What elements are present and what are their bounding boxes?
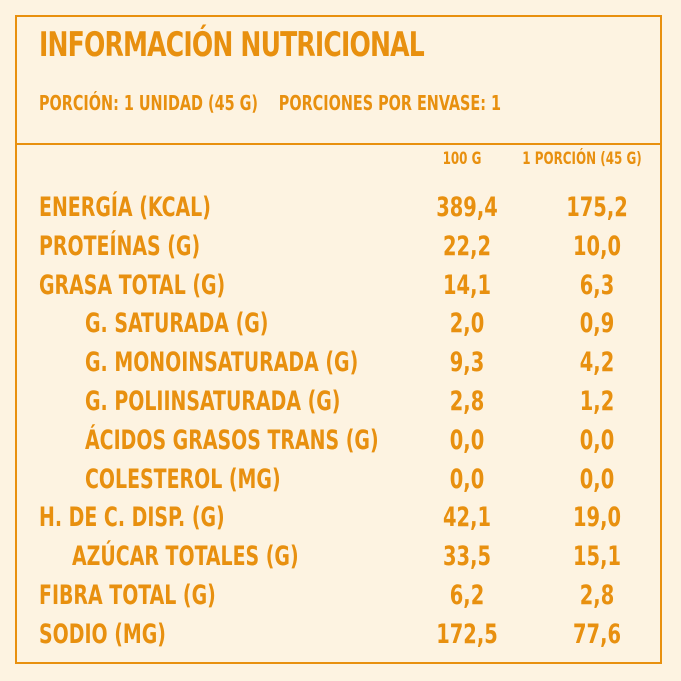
nutrient-label: G. SATURADA (G) [85,308,269,340]
column-header-portion: 1 PORCIÓN (45 G) [522,149,642,169]
nutrient-label: G. MONOINSATURADA (G) [85,347,359,379]
table-row: GRASA TOTAL (G) 14,1 6,3 [17,267,660,306]
nutrient-label: FIBRA TOTAL (G) [39,579,216,611]
nutrient-label: GRASA TOTAL (G) [39,269,226,301]
value-per-100g: 2,0 [449,308,485,340]
table-row: PROTEÍNAS (G) 22,2 10,0 [17,228,660,267]
value-per-100g: 14,1 [443,269,491,301]
panel-title: INFORMACIÓN NUTRICIONAL [39,25,425,65]
value-per-100g: 0,0 [449,424,485,456]
table-row: G. POLIINSATURADA (G) 2,8 1,2 [17,383,660,422]
value-per-portion: 0,0 [579,463,615,495]
column-header-100g: 100 G [442,149,482,169]
value-per-100g: 2,8 [449,385,485,417]
value-per-portion: 15,1 [573,541,621,573]
value-per-portion: 0,9 [579,308,615,340]
value-per-portion: 0,0 [579,424,615,456]
table-row: G. MONOINSATURADA (G) 9,3 4,2 [17,344,660,383]
nutrient-label: ÁCIDOS GRASOS TRANS (G) [85,424,379,456]
portions-per-pack: PORCIONES POR ENVASE: 1 [278,91,502,115]
value-per-100g: 22,2 [443,230,491,262]
table-row: ENERGÍA (KCAL) 389,4 175,2 [17,189,660,228]
table-row: AZÚCAR TOTALES (G) 33,5 15,1 [17,538,660,577]
value-per-portion: 2,8 [579,579,615,611]
serving-info: PORCIÓN: 1 UNIDAD (45 G) PORCIONES POR EN… [39,91,501,115]
table-row: COLESTEROL (MG) 0,0 0,0 [17,461,660,500]
value-per-100g: 172,5 [436,618,498,650]
table-row: ÁCIDOS GRASOS TRANS (G) 0,0 0,0 [17,422,660,461]
table-row: SODIO (MG) 172,5 77,6 [17,616,660,655]
portion-size: PORCIÓN: 1 UNIDAD (45 G) [39,91,258,115]
nutrient-label: H. DE C. DISP. (G) [39,502,225,534]
value-per-100g: 6,2 [449,579,485,611]
table-row: G. SATURADA (G) 2,0 0,9 [17,305,660,344]
value-per-portion: 6,3 [579,269,615,301]
value-per-100g: 42,1 [443,502,491,534]
value-per-100g: 9,3 [449,347,485,379]
header-divider [17,143,660,145]
nutrient-label: ENERGÍA (KCAL) [39,192,211,223]
table-row: FIBRA TOTAL (G) 6,2 2,8 [17,577,660,616]
table-row: H. DE C. DISP. (G) 42,1 19,0 [17,499,660,538]
value-per-100g: 0,0 [449,463,485,495]
nutrient-label: COLESTEROL (MG) [85,463,281,495]
value-per-portion: 19,0 [573,502,621,534]
value-per-100g: 33,5 [443,541,491,573]
nutrient-table: ENERGÍA (KCAL) 389,4 175,2 PROTEÍNAS (G)… [17,189,660,655]
value-per-portion: 10,0 [573,230,621,262]
nutrient-label: G. POLIINSATURADA (G) [85,385,341,417]
value-per-portion: 175,2 [566,192,628,223]
nutrient-label: SODIO (MG) [39,618,166,650]
nutrient-label: AZÚCAR TOTALES (G) [72,541,299,573]
value-per-100g: 389,4 [436,192,498,223]
value-per-portion: 1,2 [579,385,615,417]
nutrient-label: PROTEÍNAS (G) [39,230,201,262]
value-per-portion: 4,2 [579,347,615,379]
value-per-portion: 77,6 [573,618,621,650]
nutrition-panel: INFORMACIÓN NUTRICIONAL PORCIÓN: 1 UNIDA… [15,15,662,664]
